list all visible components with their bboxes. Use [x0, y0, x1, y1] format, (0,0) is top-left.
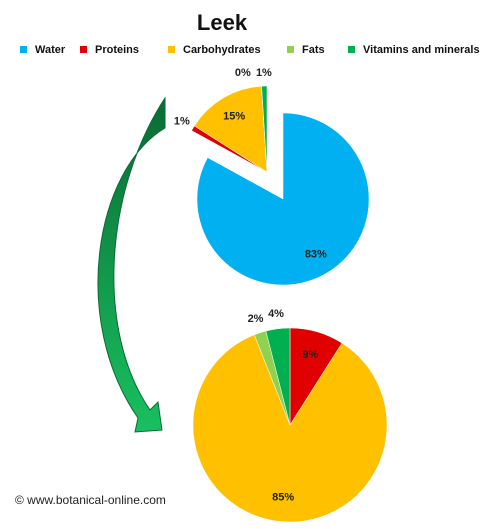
pie-slice — [192, 334, 388, 523]
legend-label: Carbohydrates — [183, 44, 261, 56]
pie-slice — [196, 112, 370, 286]
data-label: 1% — [256, 67, 272, 79]
pie-slice — [194, 85, 268, 173]
legend-swatch — [20, 46, 27, 53]
legend-swatch — [80, 46, 87, 53]
arrow — [97, 96, 166, 433]
legend-swatch — [348, 46, 355, 53]
data-label: 0% — [235, 67, 251, 79]
data-label: 9% — [302, 349, 318, 361]
legend-label: Proteins — [95, 44, 139, 56]
legend-label: Fats — [302, 44, 325, 56]
legend-label: Water — [35, 44, 66, 56]
data-label: 85% — [272, 491, 294, 503]
data-label: 4% — [268, 308, 284, 320]
pie-slice — [265, 327, 291, 426]
pie-slice — [261, 85, 268, 173]
data-label: 2% — [248, 313, 264, 325]
chart-title: Leek — [197, 10, 248, 35]
data-label: 15% — [223, 110, 245, 122]
credit: © www.botanical-online.com — [15, 493, 166, 507]
legend-label: Vitamins and minerals — [363, 44, 480, 56]
legend-swatch — [168, 46, 175, 53]
legend-swatch — [287, 46, 294, 53]
data-label: 1% — [174, 116, 190, 128]
data-label: 83% — [305, 248, 327, 260]
